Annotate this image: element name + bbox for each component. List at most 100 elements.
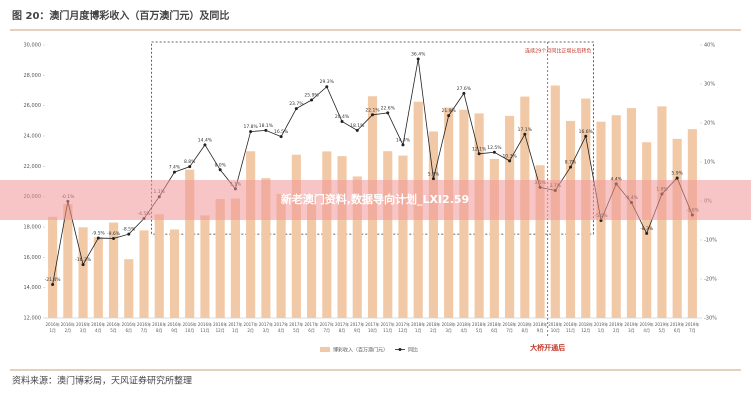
x-tick-label: 2016年 8月 [152, 321, 166, 333]
value-label: 12.1% [472, 146, 487, 152]
line-point [675, 176, 679, 180]
bar [93, 237, 103, 318]
value-label: -8.5% [122, 227, 136, 233]
line-point [172, 170, 176, 174]
line-point [96, 236, 100, 240]
x-tick-label: 2017年 10月 [365, 321, 379, 333]
x-tick-label: 2017年 12月 [396, 321, 410, 333]
line-point [188, 165, 192, 169]
bar [261, 178, 271, 318]
line-point [462, 91, 466, 95]
bar [185, 169, 195, 318]
bar [108, 222, 119, 318]
bar [398, 155, 408, 318]
y2-tick-label: 40% [704, 43, 715, 49]
line-point [523, 132, 527, 136]
x-tick-label: 2016年 10月 [183, 321, 197, 333]
x-tick-label: 2017年 1月 [228, 321, 242, 333]
value-label: 16.5% [274, 129, 289, 135]
legend-label: 博彩收入（百万澳门元） [333, 347, 388, 354]
x-tick-label: 2018年 2月 [426, 321, 440, 333]
line-point [112, 236, 116, 240]
value-label: 17.8% [243, 124, 258, 130]
value-label: 14.4% [198, 137, 213, 143]
x-tick-label: 2016年 3月 [76, 321, 90, 333]
bar [535, 165, 545, 318]
line-point [340, 119, 344, 123]
bar [139, 230, 149, 318]
line-point [81, 263, 85, 267]
x-tick-label: 2016年 1月 [46, 321, 60, 333]
bar [200, 215, 210, 318]
line-point [203, 143, 207, 147]
y-tick-label: 30,000 [24, 43, 42, 49]
value-label: -21.4% [45, 277, 62, 283]
x-tick-label: 2018年 3月 [442, 321, 456, 333]
annotation: 大桥开通后 [530, 343, 565, 352]
x-tick-label: 2016年 12月 [213, 321, 227, 333]
x-tick-label: 2018年 10月 [548, 321, 562, 333]
value-label: 16.6% [579, 129, 594, 135]
y2-tick-label: -20% [704, 277, 717, 283]
bar [230, 198, 240, 318]
bar [383, 151, 393, 318]
line-point [416, 57, 420, 61]
x-tick-label: 2019年 7月 [685, 321, 699, 333]
bar [78, 227, 88, 318]
value-label: 18.1% [259, 123, 274, 129]
x-tick-label: 2016年 2月 [61, 321, 75, 333]
line-point [249, 130, 253, 134]
line-point [51, 282, 55, 286]
line-point [492, 150, 496, 154]
bar [63, 203, 73, 318]
bar [307, 196, 317, 318]
bar [154, 214, 164, 318]
value-label: -9.5% [92, 231, 106, 237]
line-point [508, 159, 512, 163]
y2-tick-label: 10% [704, 160, 715, 166]
x-tick-label: 2016年 11月 [198, 321, 212, 333]
bar [322, 151, 332, 318]
line-point [477, 152, 481, 156]
overlay-text: 新老澳门资料,数据导向计划_LXI2.59 [281, 192, 469, 206]
line-point [386, 111, 390, 115]
y-tick-label: 26,000 [24, 103, 42, 109]
bar [169, 229, 180, 318]
x-tick-label: 2019年 5月 [655, 321, 669, 333]
value-label: 17.1% [518, 127, 533, 133]
value-label: -8.3% [640, 226, 654, 232]
x-tick-label: 2018年 11月 [563, 321, 577, 333]
line-point [294, 107, 298, 111]
bar [276, 193, 286, 318]
line-point [569, 165, 573, 169]
x-tick-label: 2019年 1月 [594, 321, 608, 333]
value-label: 14.4% [396, 137, 411, 143]
y2-tick-label: -10% [704, 238, 717, 244]
chart-title: 图 20：澳门月度博彩收入（百万澳门元）及同比 [12, 9, 229, 22]
x-tick-label: 2018年 8月 [518, 321, 532, 333]
x-tick-label: 2017年 5月 [289, 321, 303, 333]
line-point [584, 134, 588, 138]
y-tick-label: 28,000 [24, 73, 42, 79]
value-label: 4.4% [611, 176, 623, 182]
value-label: 23.7% [289, 101, 304, 107]
value-label: 21.9% [442, 108, 457, 114]
x-tick-label: 2017年 3月 [259, 321, 273, 333]
x-tick-label: 2019年 6月 [670, 321, 684, 333]
x-tick-label: 2019年 4月 [640, 321, 654, 333]
value-label: -16.3% [75, 257, 92, 263]
legend-label: 同比 [408, 347, 418, 354]
y-tick-label: 24,000 [24, 134, 42, 140]
line-point [431, 177, 435, 181]
y-tick-label: 16,000 [24, 255, 42, 261]
value-label: 22.1% [365, 107, 380, 113]
x-tick-label: 2017年 9月 [350, 321, 364, 333]
bar [428, 131, 438, 318]
x-tick-label: 2017年 4月 [274, 321, 288, 333]
line-point [355, 128, 359, 132]
bar [337, 156, 347, 318]
line-point [447, 114, 451, 118]
value-label: 8.7% [565, 160, 577, 166]
value-label: 22.6% [381, 105, 396, 111]
